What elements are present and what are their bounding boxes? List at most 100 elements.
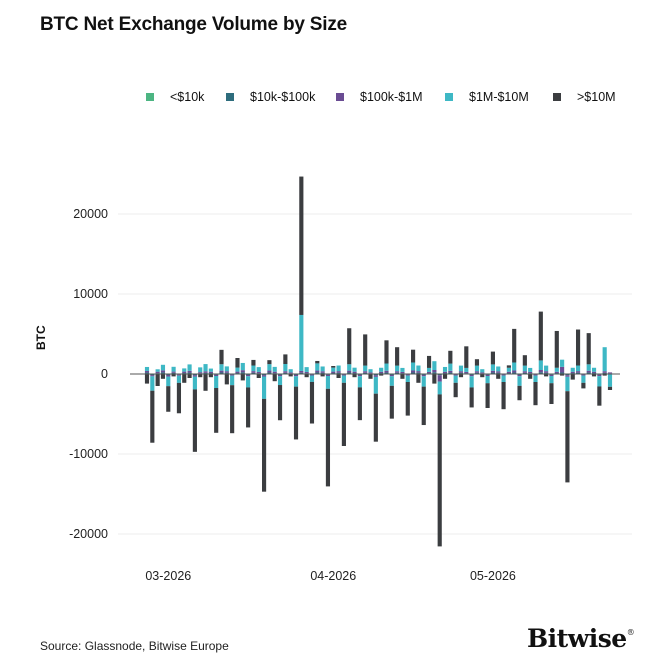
bar-segment bbox=[315, 360, 320, 364]
bar-segment bbox=[267, 372, 272, 374]
bar-segment bbox=[581, 375, 586, 383]
bar-segment bbox=[325, 376, 331, 389]
chart-title: BTC Net Exchange Volume by Size bbox=[40, 14, 348, 35]
bar-segment bbox=[373, 393, 378, 442]
bar-segment bbox=[325, 374, 331, 376]
legend: <$10k $10k-$100k $100k-$1M $1M-$10M >$10… bbox=[0, 90, 671, 106]
bar-segment bbox=[224, 371, 229, 373]
bar-segment bbox=[352, 367, 357, 372]
bar-segment bbox=[517, 385, 522, 401]
bar-segment bbox=[389, 376, 394, 386]
bar-segment bbox=[336, 374, 341, 378]
bar-segment bbox=[214, 374, 219, 375]
bar-segment bbox=[395, 365, 400, 372]
bar-segment bbox=[522, 365, 527, 372]
bar-segment bbox=[304, 371, 309, 374]
bar-segment bbox=[293, 374, 299, 375]
bar-segment bbox=[373, 374, 378, 376]
legend-item-lt-10k[interactable]: <$10k bbox=[146, 90, 204, 104]
bar-segment bbox=[607, 372, 613, 374]
bar-segment bbox=[320, 372, 325, 374]
bar-segment bbox=[458, 371, 464, 373]
bar-segment bbox=[176, 382, 182, 414]
legend-item-1m-10m[interactable]: $1M-$10M bbox=[445, 90, 529, 104]
bar-segment bbox=[474, 372, 480, 374]
bar-segment bbox=[469, 387, 474, 408]
bar-segment bbox=[442, 373, 448, 374]
bar-segment bbox=[256, 374, 261, 378]
bar-segment bbox=[560, 366, 565, 373]
x-tick-label: 03-2026 bbox=[145, 569, 191, 583]
bar-segment bbox=[160, 374, 166, 379]
bar-segment bbox=[384, 340, 389, 364]
legend-swatch bbox=[146, 93, 154, 101]
bar-segment bbox=[421, 386, 426, 426]
bar-segment bbox=[416, 371, 421, 373]
bar-segment bbox=[144, 370, 150, 373]
bar-segment bbox=[544, 372, 549, 374]
y-tick-labels: 20000 10000 0 -10000 -20000 bbox=[69, 207, 108, 541]
bar-segment bbox=[474, 371, 480, 373]
bar-segment bbox=[192, 374, 197, 376]
legend-label: $10k-$100k bbox=[250, 90, 316, 104]
legend-label: $1M-$10M bbox=[469, 90, 529, 104]
bar-segment bbox=[368, 369, 373, 373]
legend-item-10k-100k[interactable]: $10k-$100k bbox=[226, 90, 315, 104]
bar-segment bbox=[283, 372, 288, 374]
bar-segment bbox=[458, 365, 464, 372]
bar-segment bbox=[512, 372, 517, 374]
bar-segment bbox=[240, 362, 245, 371]
bar-segment bbox=[182, 371, 187, 374]
bar-segment bbox=[586, 372, 591, 374]
bar-segment bbox=[203, 372, 208, 374]
bar-segment bbox=[352, 373, 357, 374]
bar-segment bbox=[203, 364, 208, 372]
bar-segment bbox=[565, 376, 570, 392]
bar-segment bbox=[389, 374, 394, 377]
bar-segment bbox=[469, 374, 474, 377]
bar-segment bbox=[538, 370, 543, 373]
bar-segment bbox=[416, 372, 421, 374]
bar-segment bbox=[480, 374, 485, 378]
legend-item-gt-10m[interactable]: >$10M bbox=[553, 90, 616, 104]
bar-segment bbox=[602, 374, 607, 376]
legend-label: >$10M bbox=[577, 90, 616, 104]
bar-segment bbox=[549, 376, 554, 384]
bar-segment bbox=[150, 375, 155, 377]
bar-segment bbox=[150, 376, 155, 391]
bar-segment bbox=[565, 375, 570, 377]
bar-segment bbox=[379, 374, 384, 376]
bar-segment bbox=[560, 374, 565, 376]
bar-segment bbox=[336, 372, 341, 374]
bar-segment bbox=[400, 371, 405, 374]
bar-segment bbox=[575, 365, 581, 372]
bar-segment bbox=[575, 329, 581, 366]
bar-segment bbox=[192, 375, 197, 377]
bar-segment bbox=[198, 374, 203, 378]
bar-segment bbox=[155, 369, 160, 372]
bar-segment bbox=[496, 374, 501, 379]
bar-segment bbox=[405, 374, 410, 376]
bar-segment bbox=[522, 372, 527, 374]
bar-segment bbox=[395, 372, 400, 374]
bar-segment bbox=[421, 374, 426, 377]
bar-segment bbox=[315, 372, 320, 374]
bar-segment bbox=[512, 362, 517, 371]
bar-segment bbox=[453, 375, 458, 383]
bar-segment bbox=[214, 388, 219, 433]
bar-segment bbox=[480, 369, 485, 373]
bar-segment bbox=[458, 374, 464, 378]
bar-segment bbox=[581, 374, 586, 376]
bar-segment bbox=[277, 374, 283, 375]
bar-segment bbox=[336, 371, 341, 373]
bar-segment bbox=[309, 374, 315, 376]
bar-segment bbox=[554, 330, 559, 368]
bar-segment bbox=[480, 372, 485, 374]
bar-segment bbox=[373, 376, 378, 394]
legend-item-100k-1m[interactable]: $100k-$1M bbox=[336, 90, 423, 104]
bar-segment bbox=[411, 372, 416, 374]
bar-segment bbox=[208, 373, 213, 374]
bar-segment bbox=[347, 372, 352, 374]
bar-segment bbox=[230, 375, 235, 386]
bar-segment bbox=[320, 371, 325, 373]
